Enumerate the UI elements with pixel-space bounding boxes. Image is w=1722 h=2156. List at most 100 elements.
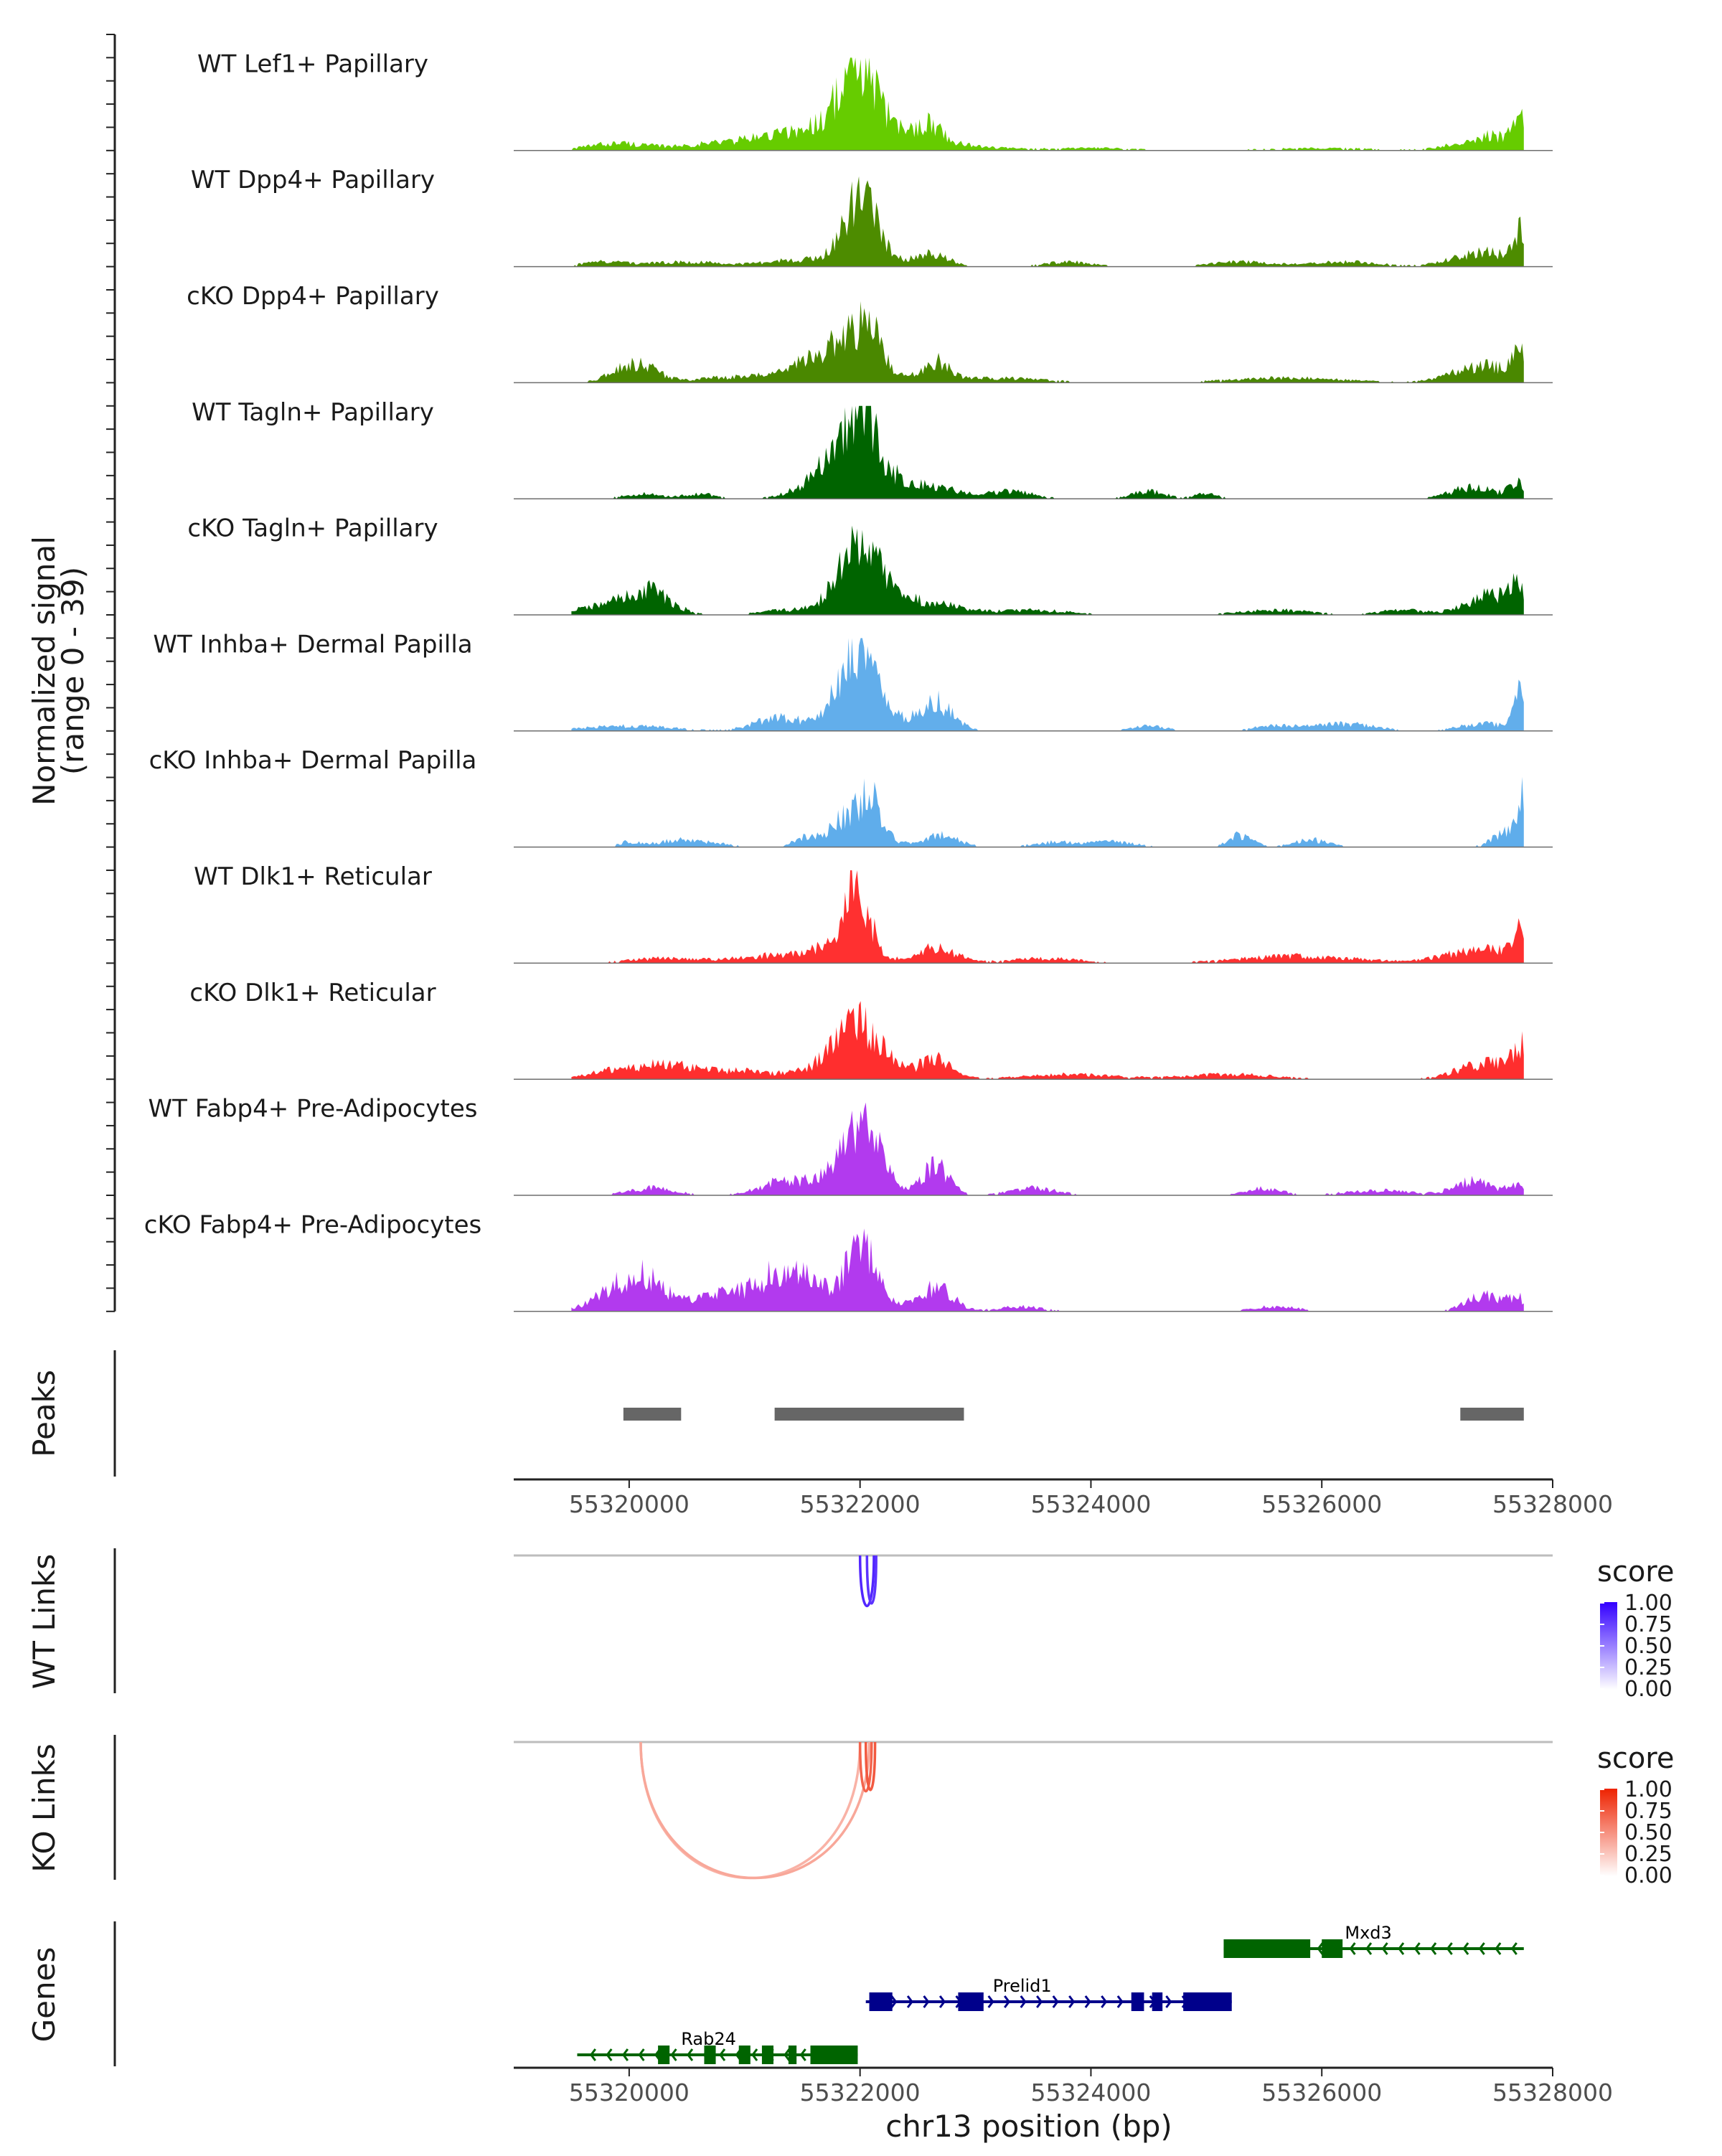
strand-arrow xyxy=(751,2048,758,2061)
coverage-y-axis xyxy=(106,34,116,1312)
gene-exon xyxy=(1183,1992,1232,2011)
coverage-track: WT Dlk1+ Reticular xyxy=(194,862,1553,964)
coverage-area xyxy=(571,1102,1524,1195)
strand-arrow xyxy=(1101,1995,1108,2008)
legend-tick-label: 0.00 xyxy=(1624,1677,1672,1702)
coverage-ylabel-line1: Normalized signal xyxy=(27,536,62,806)
strand-arrow xyxy=(621,2048,629,2061)
track-label: cKO Tagln+ Papillary xyxy=(187,514,438,543)
strand-arrow xyxy=(1020,1995,1027,2008)
strand-arrow xyxy=(938,1995,946,2008)
strand-arrow xyxy=(923,1995,930,2008)
track-label: WT Fabp4+ Pre-Adipocytes xyxy=(149,1095,478,1124)
strand-arrow xyxy=(1381,1942,1388,1955)
strand-arrow xyxy=(1165,1995,1172,2008)
wt-legend-ticks: 1.000.750.500.250.00 xyxy=(1600,1591,1672,1702)
coverage-area xyxy=(571,1228,1524,1312)
track-label: WT Inhba+ Dermal Papilla xyxy=(153,630,472,659)
coverage-area xyxy=(571,638,1524,731)
x-tick-label: 55326000 xyxy=(1261,1490,1382,1518)
coverage-area xyxy=(571,301,1524,383)
gene-exon xyxy=(1131,1992,1144,2011)
x-axis-top: 55320000 55322000 55324000 55326000 55328000 xyxy=(514,1478,1613,1518)
gene-exon xyxy=(869,1992,893,2011)
strand-arrow xyxy=(1446,1942,1453,1955)
strand-arrow xyxy=(1116,1995,1124,2008)
strand-arrow xyxy=(670,2048,677,2061)
link-arc xyxy=(639,1741,862,1880)
gene-exon xyxy=(810,2046,858,2064)
strand-arrow xyxy=(1084,1995,1091,2008)
legend-tick-label: 0.75 xyxy=(1624,1799,1672,1824)
strand-arrow xyxy=(606,2048,613,2061)
strand-arrow xyxy=(1478,1942,1485,1955)
gene-exon xyxy=(958,1992,984,2011)
coverage-tracks: WT Lef1+ Papillary WT Dpp4+ Papillary cKO … xyxy=(144,50,1553,1312)
coverage-area xyxy=(571,525,1524,615)
peak-region xyxy=(774,1408,964,1421)
ko-legend-ticks: 1.000.750.500.250.00 xyxy=(1600,1777,1672,1888)
peak-region xyxy=(623,1408,682,1421)
gene-model: Rab24 xyxy=(577,2029,858,2064)
strand-arrow xyxy=(687,2048,694,2061)
ko-links-layer xyxy=(514,1741,1553,1880)
coverage-track: WT Tagln+ Papillary xyxy=(192,398,1553,499)
strand-arrow xyxy=(1052,1995,1059,2008)
legend-tick-label: 1.00 xyxy=(1624,1777,1672,1802)
coverage-track: WT Fabp4+ Pre-Adipocytes xyxy=(149,1095,1553,1196)
gene-label: Prelid1 xyxy=(993,1976,1052,1996)
track-label: WT Dlk1+ Reticular xyxy=(194,862,432,891)
legend-tick-label: 0.25 xyxy=(1624,1842,1672,1867)
strand-arrow xyxy=(1365,1942,1373,1955)
gene-exon xyxy=(658,2046,670,2064)
x-tick-label: 55320000 xyxy=(569,1490,690,1518)
x-axis-title: chr13 position (bp) xyxy=(885,2109,1172,2144)
track-label: cKO Inhba+ Dermal Papilla xyxy=(149,746,477,775)
genes-layer: Mxd3 Prelid1 Rab24 xyxy=(577,1923,1524,2064)
strand-arrow xyxy=(1510,1942,1518,1955)
coverage-track: cKO Fabp4+ Pre-Adipocytes xyxy=(144,1210,1553,1312)
peak-region xyxy=(1460,1408,1524,1421)
peaks-layer xyxy=(623,1408,1524,1421)
legend-tick-label: 0.50 xyxy=(1624,1820,1672,1845)
coverage-area xyxy=(571,1001,1524,1080)
gene-model: Prelid1 xyxy=(865,1976,1232,2011)
ko-links-label: KO Links xyxy=(27,1743,62,1873)
strand-arrow xyxy=(784,2048,791,2061)
strand-arrow xyxy=(1036,1995,1043,2008)
strand-arrow xyxy=(589,2048,596,2061)
strand-arrow xyxy=(1317,1942,1324,1955)
gene-exon xyxy=(704,2046,716,2064)
coverage-ylabel-line2: (range 0 - 39) xyxy=(55,567,90,775)
wt-links-legend: score 1.000.750.500.250.00 xyxy=(1597,1555,1674,1702)
peaks-label: Peaks xyxy=(27,1370,62,1457)
strand-arrow xyxy=(1430,1942,1437,1955)
coverage-track: cKO Inhba+ Dermal Papilla xyxy=(149,746,1553,848)
gene-exon xyxy=(738,2046,751,2064)
strand-arrow xyxy=(799,2048,806,2061)
strand-arrow xyxy=(1462,1942,1469,1955)
link-arc xyxy=(858,1741,873,1793)
coverage-track: WT Dpp4+ Papillary xyxy=(191,166,1553,268)
strand-arrow xyxy=(638,2048,645,2061)
coverage-area xyxy=(571,405,1524,499)
track-label: cKO Fabp4+ Pre-Adipocytes xyxy=(144,1210,482,1239)
coverage-track: cKO Dpp4+ Papillary xyxy=(187,282,1553,384)
strand-arrow xyxy=(1495,1942,1502,1955)
strand-arrow xyxy=(719,2048,726,2061)
coverage-area xyxy=(571,57,1524,151)
strand-arrow xyxy=(1068,1995,1076,2008)
x-tick-label: 55324000 xyxy=(1030,2079,1151,2106)
wt-links-layer xyxy=(514,1554,1553,1607)
coverage-track: WT Inhba+ Dermal Papilla xyxy=(153,630,1553,732)
wt-legend-title: score xyxy=(1597,1555,1674,1588)
track-label: WT Tagln+ Papillary xyxy=(192,398,434,427)
ko-legend-title: score xyxy=(1597,1742,1674,1775)
strand-arrow xyxy=(906,1995,913,2008)
track-label: WT Lef1+ Papillary xyxy=(197,50,428,78)
gene-exon xyxy=(788,2046,797,2064)
gene-label: Mxd3 xyxy=(1345,1923,1391,1943)
gene-exon xyxy=(761,2046,773,2064)
legend-tick-label: 0.75 xyxy=(1624,1612,1672,1637)
